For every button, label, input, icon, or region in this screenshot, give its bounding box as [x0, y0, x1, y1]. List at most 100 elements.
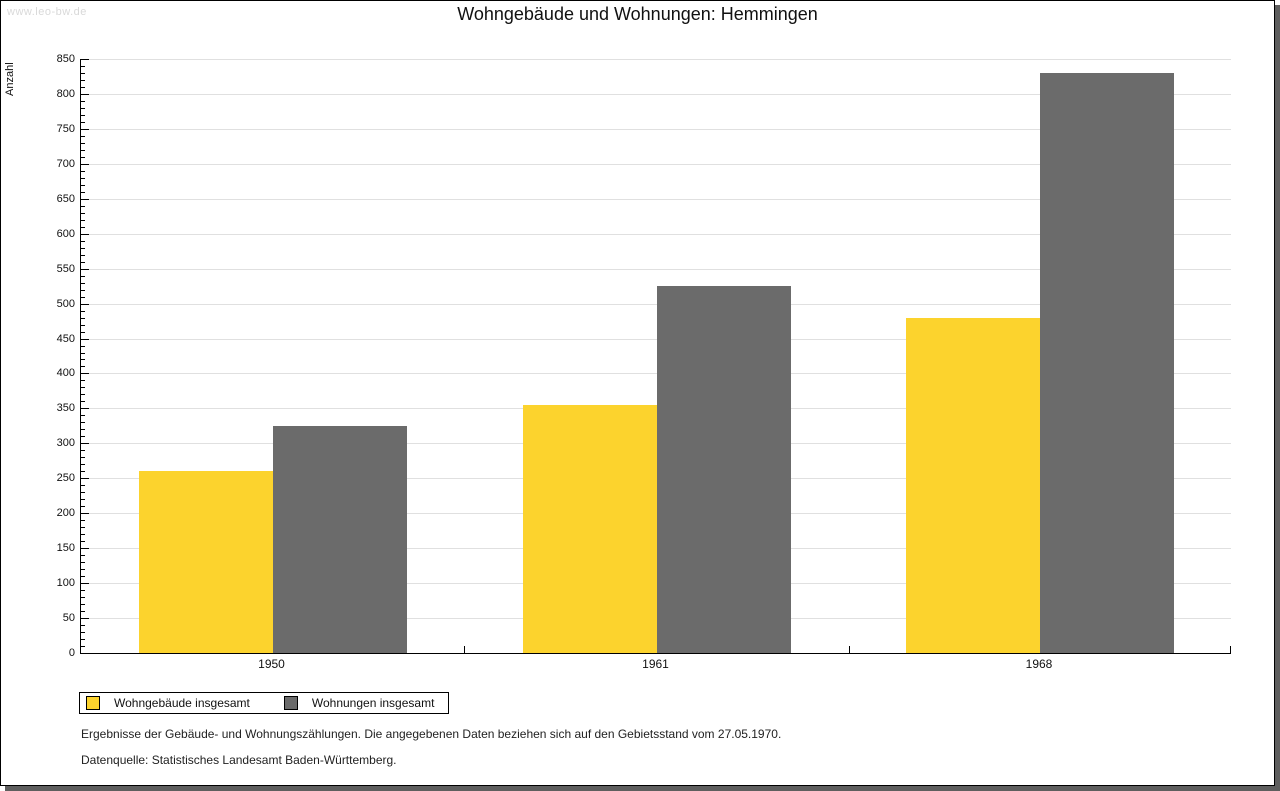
y-axis-minor-tick: [81, 254, 85, 256]
y-axis-minor-tick: [81, 226, 85, 228]
y-axis-minor-tick: [81, 219, 85, 221]
y-tick-label: 700: [56, 157, 75, 170]
y-axis-major-tick: [81, 478, 89, 480]
y-axis-minor-tick: [81, 261, 85, 263]
y-axis-minor-tick: [81, 604, 85, 606]
y-tick-label: 100: [56, 577, 75, 590]
y-axis-minor-tick: [81, 359, 85, 361]
y-axis-minor-tick: [81, 345, 85, 347]
y-axis-minor-tick: [81, 275, 85, 277]
y-axis-minor-tick: [81, 184, 85, 186]
y-axis-minor-tick: [81, 247, 85, 249]
gridline: [81, 303, 1231, 305]
y-axis-minor-tick: [81, 632, 85, 634]
y-tick-label: 150: [56, 542, 75, 555]
gridline: [81, 163, 1231, 165]
y-axis-minor-tick: [81, 86, 85, 88]
y-axis-major-tick: [81, 373, 89, 375]
y-axis-minor-tick: [81, 296, 85, 298]
bar-1968-series1: [906, 317, 1040, 653]
x-axis-tick: [849, 646, 850, 653]
y-tick-label: 600: [56, 227, 75, 240]
y-axis-minor-tick: [81, 114, 85, 116]
y-axis-minor-tick: [81, 65, 85, 67]
footnote-gebietsstand: Ergebnisse der Gebäude- und Wohnungszähl…: [81, 727, 782, 741]
y-tick-label: 250: [56, 472, 75, 485]
y-tick-label: 800: [56, 87, 75, 100]
gridline: [81, 59, 1231, 60]
y-axis-minor-tick: [81, 149, 85, 151]
y-axis-minor-tick: [81, 317, 85, 319]
y-axis-minor-tick: [81, 541, 85, 543]
y-axis-major-tick: [81, 59, 89, 60]
y-axis-major-tick: [81, 618, 89, 620]
y-axis-minor-tick: [81, 534, 85, 536]
gridline: [81, 338, 1231, 340]
y-tick-label: 50: [62, 612, 75, 625]
y-axis-minor-tick: [81, 562, 85, 564]
y-axis-minor-tick: [81, 471, 85, 473]
gridline: [81, 93, 1231, 95]
y-tick-label: 200: [56, 507, 75, 520]
y-tick-label: 0: [68, 647, 75, 659]
y-axis-major-tick: [81, 513, 89, 515]
y-axis-minor-tick: [81, 639, 85, 641]
y-axis-minor-tick: [81, 387, 85, 389]
y-axis-minor-tick: [81, 100, 85, 102]
y-axis-minor-tick: [81, 191, 85, 193]
y-axis-minor-tick: [81, 240, 85, 242]
y-axis-major-tick: [81, 198, 89, 200]
y-axis-minor-tick: [81, 485, 85, 487]
y-axis-minor-tick: [81, 121, 85, 123]
footnote-datenquelle: Datenquelle: Statistisches Landesamt Bad…: [81, 753, 397, 767]
y-axis-minor-tick: [81, 646, 85, 647]
y-axis-minor-tick: [81, 576, 85, 578]
y-axis-minor-tick: [81, 492, 85, 494]
gridline: [81, 268, 1231, 270]
watermark: www.leo-bw.de: [7, 6, 87, 18]
y-axis-major-tick: [81, 128, 89, 130]
plot-area: [80, 59, 1231, 654]
y-axis-minor-tick: [81, 527, 85, 529]
y-axis-major-tick: [81, 548, 89, 550]
bar-1961-series1: [522, 404, 657, 653]
legend-swatch-series1: [86, 696, 100, 710]
y-axis-minor-tick: [81, 436, 85, 438]
y-axis-minor-tick: [81, 282, 85, 284]
y-axis-major-tick: [81, 583, 89, 585]
y-axis-minor-tick: [81, 569, 85, 571]
bar-1968-series2: [1040, 72, 1174, 653]
y-tick-label: 650: [56, 192, 75, 205]
bar-1961-series2: [656, 286, 791, 653]
y-axis-minor-tick: [81, 429, 85, 431]
gridline: [81, 233, 1231, 235]
y-axis-major-tick: [81, 303, 89, 305]
gridline: [81, 198, 1231, 200]
y-axis-minor-tick: [81, 310, 85, 312]
legend-item: Wohngebäude insgesamt: [86, 696, 250, 710]
y-axis-minor-tick: [81, 366, 85, 368]
y-axis-minor-tick: [81, 450, 85, 452]
y-axis-major-tick: [81, 443, 89, 445]
legend-item: Wohnungen insgesamt: [283, 696, 434, 710]
y-axis-minor-tick: [81, 331, 85, 333]
y-tick-label: 550: [56, 262, 75, 275]
y-axis-major-tick: [81, 93, 89, 95]
y-axis-minor-tick: [81, 499, 85, 501]
x-axis-tick: [1230, 646, 1231, 653]
y-axis-minor-tick: [81, 156, 85, 158]
y-axis-minor-tick: [81, 625, 85, 627]
y-tick-label: 750: [56, 122, 75, 135]
y-axis-minor-tick: [81, 205, 85, 207]
y-axis-title: Anzahl: [4, 62, 16, 96]
y-axis-minor-tick: [81, 506, 85, 508]
bar-1950-series1: [138, 471, 273, 653]
y-axis-minor-tick: [81, 464, 85, 466]
legend: Wohngebäude insgesamt Wohnungen insgesamt: [79, 692, 450, 714]
y-axis-minor-tick: [81, 401, 85, 403]
chart-title: Wohngebäude und Wohnungen: Hemmingen: [457, 4, 818, 24]
y-axis-minor-tick: [81, 597, 85, 599]
y-axis-minor-tick: [81, 422, 85, 424]
y-axis-minor-tick: [81, 555, 85, 557]
